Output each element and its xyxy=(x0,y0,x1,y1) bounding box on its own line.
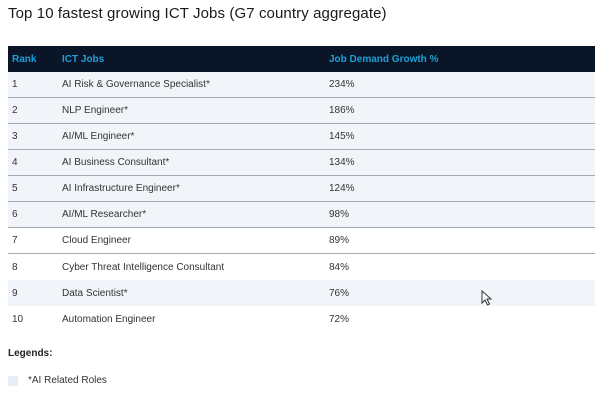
cell-growth: 76% xyxy=(329,287,350,299)
cell-ict-job: Cyber Threat Intelligence Consultant xyxy=(62,261,225,273)
page-title: Top 10 fastest growing ICT Jobs (G7 coun… xyxy=(8,5,387,22)
cell-rank: 3 xyxy=(12,131,18,142)
cell-growth: 134% xyxy=(329,157,355,168)
cell-rank: 2 xyxy=(12,105,18,116)
cell-rank: 10 xyxy=(12,313,24,325)
cell-rank: 8 xyxy=(12,261,18,273)
table-row: 1 AI Risk & Governance Specialist* 234% xyxy=(8,72,595,98)
cell-growth: 89% xyxy=(329,235,350,246)
table-row: 10 Automation Engineer 72% xyxy=(8,306,595,332)
cell-growth: 124% xyxy=(329,183,355,194)
table-row: 4 AI Business Consultant* 134% xyxy=(8,150,595,176)
cell-growth: 186% xyxy=(329,105,355,116)
cell-rank: 9 xyxy=(12,287,18,299)
cell-ict-job: NLP Engineer* xyxy=(62,105,128,116)
cell-ict-job: Cloud Engineer xyxy=(62,235,131,246)
table-header: Rank ICT Jobs Job Demand Growth % xyxy=(8,46,595,72)
table-row: 3 AI/ML Engineer* 145% xyxy=(8,124,595,150)
table-row: 6 AI/ML Researcher* 98% xyxy=(8,202,595,228)
table-body: 1 AI Risk & Governance Specialist* 234% 2 NL… xyxy=(8,72,595,332)
table-row: 2 NLP Engineer* 186% xyxy=(8,98,595,124)
cell-growth: 234% xyxy=(329,79,355,90)
cell-rank: 4 xyxy=(12,157,18,168)
cell-rank: 5 xyxy=(12,183,18,194)
header-rank: Rank xyxy=(12,53,37,65)
cell-ict-job: AI Business Consultant* xyxy=(62,157,170,168)
mouse-cursor-icon xyxy=(481,290,493,306)
ict-jobs-table: Rank ICT Jobs Job Demand Growth % 1 AI Ri… xyxy=(8,46,595,332)
cell-growth: 72% xyxy=(329,313,350,325)
cell-rank: 6 xyxy=(12,209,18,220)
table-row: 8 Cyber Threat Intelligence Consultant 84% xyxy=(8,254,595,280)
table-row: 7 Cloud Engineer 89% xyxy=(8,228,595,254)
header-job-demand-growth: Job Demand Growth % xyxy=(329,53,439,65)
cell-growth: 145% xyxy=(329,131,355,142)
cell-ict-job: AI Risk & Governance Specialist* xyxy=(62,79,210,90)
cell-ict-job: AI/ML Researcher* xyxy=(62,209,147,220)
legend-title: Legends: xyxy=(8,348,53,359)
header-ict-jobs: ICT Jobs xyxy=(62,53,105,65)
legend-label: *AI Related Roles xyxy=(28,375,107,386)
table-row: 5 AI Infrastructure Engineer* 124% xyxy=(8,176,595,202)
cell-rank: 7 xyxy=(12,235,18,246)
cell-ict-job: AI Infrastructure Engineer* xyxy=(62,183,180,194)
cell-ict-job: AI/ML Engineer* xyxy=(62,131,135,142)
legend-swatch xyxy=(8,375,18,386)
cell-growth: 84% xyxy=(329,261,350,273)
table-row: 9 Data Scientist* 76% xyxy=(8,280,595,306)
cell-ict-job: Automation Engineer xyxy=(62,313,156,325)
cell-growth: 98% xyxy=(329,209,350,220)
cell-ict-job: Data Scientist* xyxy=(62,287,128,299)
legend-item-ai-related: *AI Related Roles xyxy=(8,375,107,386)
cell-rank: 1 xyxy=(12,79,18,90)
